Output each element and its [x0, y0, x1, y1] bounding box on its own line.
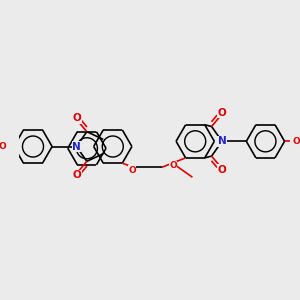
Text: O: O [0, 142, 6, 151]
Text: N: N [218, 136, 226, 146]
Text: O: O [217, 108, 226, 118]
Text: N: N [72, 142, 81, 152]
Text: O: O [292, 137, 300, 146]
Text: O: O [72, 113, 81, 123]
Text: O: O [217, 165, 226, 175]
Text: O: O [72, 170, 81, 180]
Text: O: O [128, 166, 136, 175]
Text: O: O [169, 161, 177, 170]
